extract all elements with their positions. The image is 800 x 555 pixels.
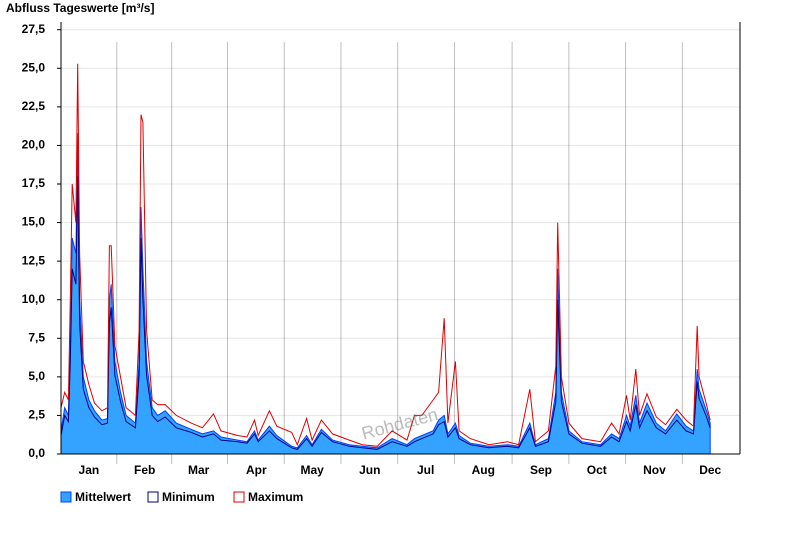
x-tick-label: Aug bbox=[472, 463, 495, 477]
series-line bbox=[60, 63, 711, 447]
y-tick-label: 10,0 bbox=[22, 292, 46, 306]
chart-title: Abfluss Tageswerte [m³/s] bbox=[6, 1, 154, 15]
legend-label: Minimum bbox=[162, 490, 215, 504]
x-tick-label: May bbox=[300, 463, 324, 477]
x-tick-label: Feb bbox=[134, 463, 155, 477]
y-tick-label: 2,5 bbox=[28, 408, 45, 422]
legend-item: Maximum bbox=[233, 490, 303, 504]
x-tick-label: Jul bbox=[417, 463, 434, 477]
y-tick-label: 17,5 bbox=[22, 176, 46, 190]
y-tick-label: 25,0 bbox=[22, 60, 46, 74]
series-line bbox=[60, 176, 711, 450]
x-tick-label: Nov bbox=[643, 463, 666, 477]
y-tick-label: 20,0 bbox=[22, 138, 46, 152]
legend-label: Mittelwert bbox=[75, 490, 131, 504]
legend-item: Mittelwert bbox=[60, 490, 131, 504]
y-tick-label: 5,0 bbox=[28, 369, 45, 383]
x-tick-label: Jun bbox=[359, 463, 380, 477]
x-tick-label: Jan bbox=[79, 463, 100, 477]
y-tick-label: 15,0 bbox=[22, 215, 46, 229]
x-tick-label: Mar bbox=[188, 463, 210, 477]
x-tick-label: Oct bbox=[587, 463, 607, 477]
legend-label: Maximum bbox=[248, 490, 303, 504]
y-tick-label: 0,0 bbox=[28, 446, 45, 460]
legend-item: Minimum bbox=[147, 490, 215, 504]
series-area bbox=[60, 133, 711, 455]
y-tick-label: 22,5 bbox=[22, 99, 46, 113]
legend-swatch bbox=[147, 491, 159, 503]
x-tick-label: Sep bbox=[530, 463, 552, 477]
y-tick-label: 12,5 bbox=[22, 253, 46, 267]
y-tick-label: 27,5 bbox=[22, 22, 46, 36]
x-tick-label: Dec bbox=[699, 463, 721, 477]
y-tick-label: 7,5 bbox=[28, 330, 45, 344]
legend-swatch bbox=[233, 491, 245, 503]
legend-swatch bbox=[60, 491, 72, 503]
x-tick-label: Apr bbox=[246, 463, 267, 477]
